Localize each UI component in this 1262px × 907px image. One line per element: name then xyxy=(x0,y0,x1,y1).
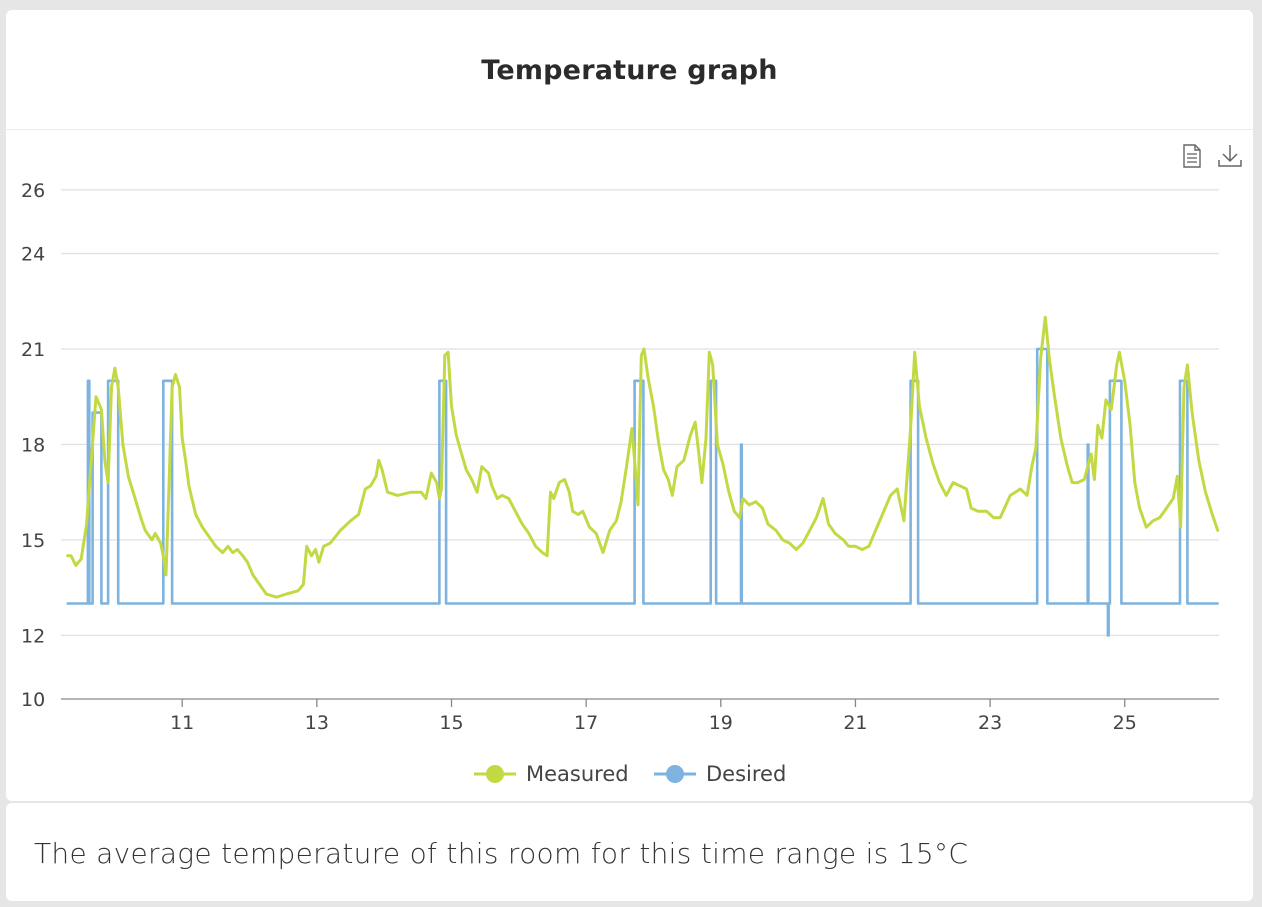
y-tick-label: 24 xyxy=(21,244,45,266)
x-tick-label: 15 xyxy=(439,712,463,734)
download-icon[interactable] xyxy=(1216,142,1244,170)
series-lines xyxy=(66,315,1220,637)
chart-title: Temperature graph xyxy=(481,55,778,86)
series-line-desired xyxy=(66,347,1219,637)
y-tick-label: 18 xyxy=(21,434,45,456)
x-tick-label: 17 xyxy=(574,712,598,734)
x-tick-label: 25 xyxy=(1113,712,1137,734)
chart-header: Temperature graph xyxy=(6,10,1253,130)
x-tick-label: 19 xyxy=(709,712,733,734)
axes: 10 12 15 18 21 24 26 11 13 15 17 19 21 23 25 xyxy=(21,180,1219,734)
legend-label: Desired xyxy=(706,762,786,786)
series-line-measured xyxy=(66,315,1220,599)
y-tick-label: 26 xyxy=(21,180,45,202)
legend-marker xyxy=(486,765,504,783)
temperature-chart: 10 12 15 18 21 24 26 11 13 15 17 19 21 23 25 Measured D… xyxy=(21,142,1244,786)
y-tick-label: 21 xyxy=(21,339,45,361)
legend-item-desired[interactable]: Desired xyxy=(654,762,786,786)
legend-item-measured[interactable]: Measured xyxy=(474,762,629,786)
legend[interactable]: Measured Desired xyxy=(474,762,786,786)
legend-marker xyxy=(666,765,684,783)
x-tick-label: 21 xyxy=(843,712,867,734)
legend-label: Measured xyxy=(526,762,629,786)
y-tick-label: 10 xyxy=(21,689,45,711)
chart-card: Temperature graph 10 12 15 18 21 24 26 11 13 15 17… xyxy=(6,10,1253,801)
y-tick-label: 12 xyxy=(21,625,45,647)
document-icon[interactable] xyxy=(1180,142,1204,170)
x-tick-label: 23 xyxy=(978,712,1002,734)
x-tick-label: 13 xyxy=(305,712,329,734)
average-temperature-text: The average temperature of this room for… xyxy=(34,836,969,870)
summary-panel: The average temperature of this room for… xyxy=(6,803,1253,901)
x-tick-label: 11 xyxy=(170,712,194,734)
grid-lines xyxy=(61,189,1219,637)
y-tick-label: 15 xyxy=(21,530,45,552)
